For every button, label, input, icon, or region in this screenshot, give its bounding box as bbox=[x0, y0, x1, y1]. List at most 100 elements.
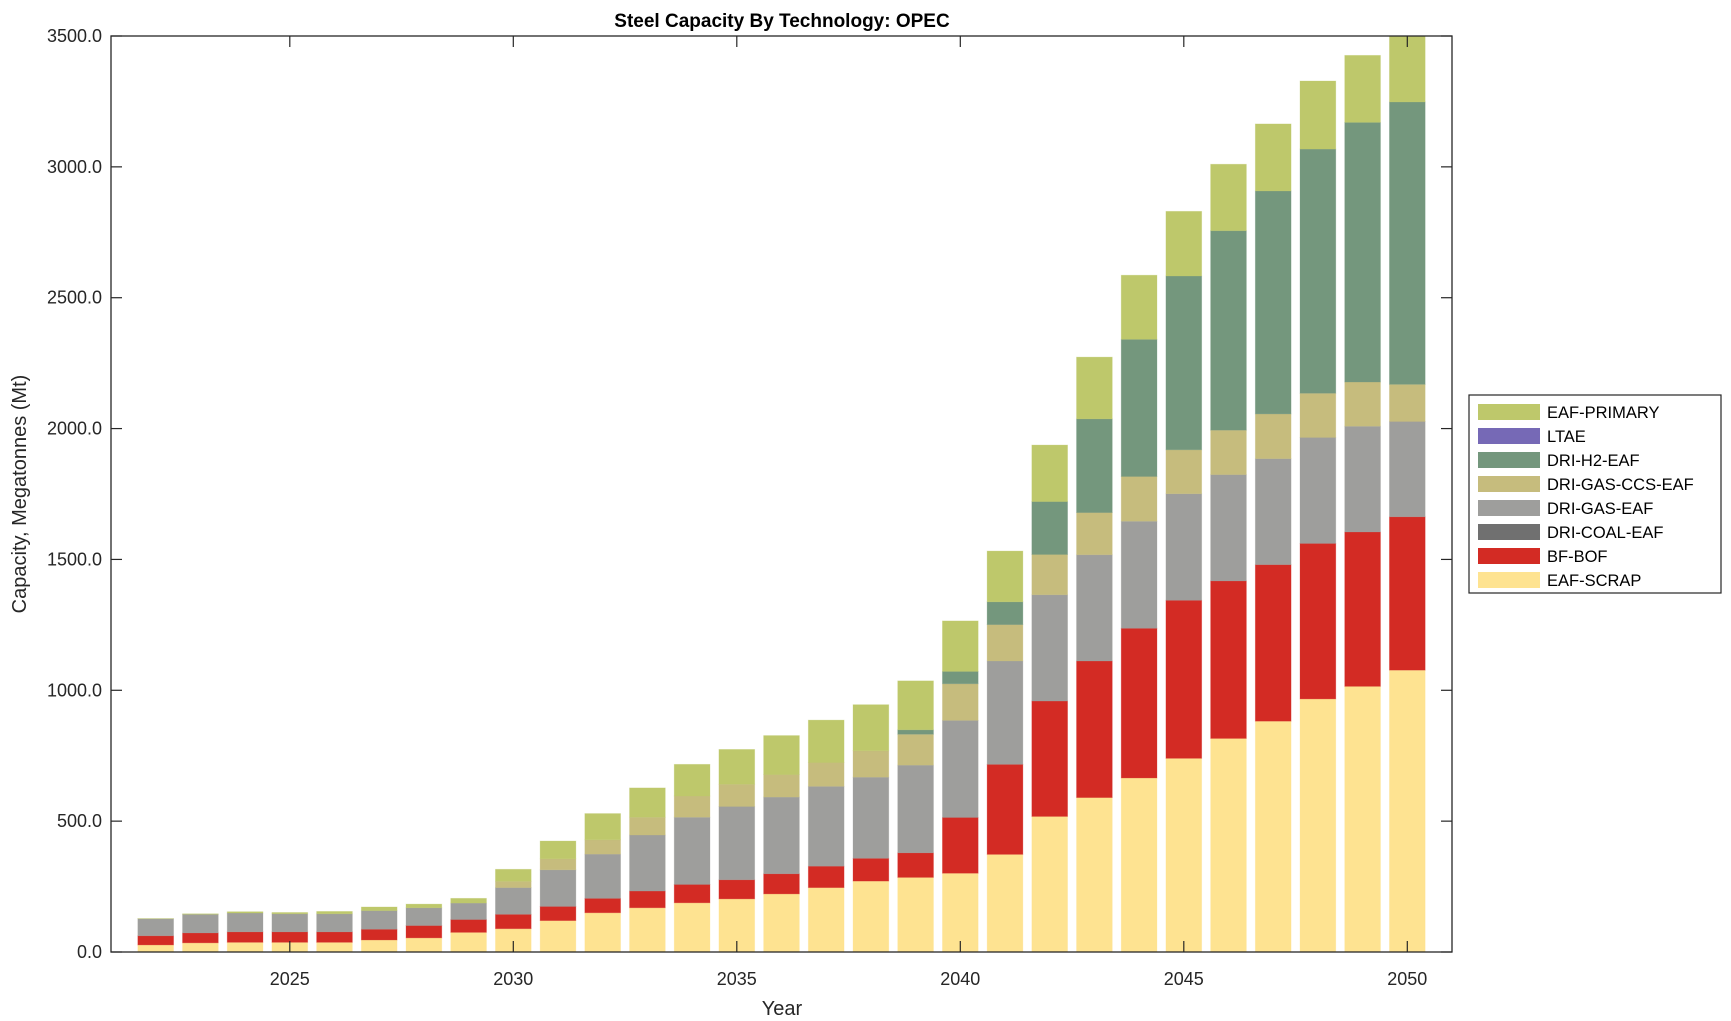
bar-segment-eaf-primary-2039 bbox=[897, 680, 934, 731]
bar-segment-dri-gas-eaf-2025 bbox=[271, 913, 309, 933]
bar-segment-dri-h2-eaf-2040 bbox=[942, 671, 979, 685]
bar-segment-dri-gas-ccs-eaf-2035 bbox=[718, 783, 756, 807]
y-tick-label-3000: 3000.0 bbox=[47, 157, 102, 177]
y-tick-label-2500: 2500.0 bbox=[47, 288, 102, 308]
bar-segment-dri-gas-ccs-eaf-2044 bbox=[1120, 476, 1158, 522]
y-tick-label-3500: 3500.0 bbox=[47, 26, 102, 46]
legend-item-bf-bof: BF-BOF bbox=[1478, 548, 1608, 566]
y-tick-label-0: 0.0 bbox=[77, 942, 102, 962]
bar-segment-bf-bof-2023 bbox=[182, 932, 219, 944]
y-tick-label-2000: 2000.0 bbox=[47, 419, 102, 439]
legend-swatch-dri-coal-eaf bbox=[1478, 524, 1540, 540]
ticks-layer bbox=[111, 35, 1452, 953]
bar-segment-dri-gas-eaf-2029 bbox=[450, 902, 487, 920]
legend-label-bf-bof: BF-BOF bbox=[1547, 548, 1608, 566]
bar-segment-dri-gas-eaf-2048 bbox=[1299, 437, 1337, 544]
legend-swatch-dri-h2-eaf bbox=[1478, 452, 1540, 468]
bar-segment-bf-bof-2037 bbox=[807, 865, 845, 889]
bar-segment-eaf-scrap-2041 bbox=[986, 853, 1024, 952]
bar-segment-eaf-primary-2036 bbox=[763, 735, 800, 775]
bar-segment-eaf-primary-2035 bbox=[718, 749, 756, 785]
bar-segment-bf-bof-2034 bbox=[673, 884, 711, 904]
legend-item-eaf-primary: EAF-PRIMARY bbox=[1478, 404, 1659, 422]
bar-segment-bf-bof-2046 bbox=[1210, 580, 1247, 739]
bar-segment-dri-gas-eaf-2047 bbox=[1254, 458, 1292, 566]
bar-segment-dri-gas-ccs-eaf-2031 bbox=[539, 858, 577, 871]
bar-segment-dri-gas-eaf-2032 bbox=[584, 853, 621, 899]
bar-segment-eaf-scrap-2043 bbox=[1076, 797, 1113, 952]
bar-segment-dri-gas-ccs-eaf-2033 bbox=[629, 816, 666, 836]
legend-label-dri-gas-ccs-eaf: DRI-GAS-CCS-EAF bbox=[1547, 476, 1694, 494]
bar-segment-eaf-primary-2043 bbox=[1076, 356, 1113, 420]
bar-segment-dri-gas-ccs-eaf-2040 bbox=[942, 683, 979, 721]
bar-segment-dri-gas-eaf-2043 bbox=[1076, 554, 1113, 662]
legend: EAF-PRIMARY LTAE DRI-H2-EAF DRI-GAS-CCS-EAF… bbox=[1468, 394, 1722, 594]
bar-segment-eaf-primary-2046 bbox=[1210, 163, 1247, 232]
bar-segment-eaf-primary-2032 bbox=[584, 813, 621, 841]
bar-segment-bf-bof-2036 bbox=[763, 873, 800, 895]
bar-segment-dri-gas-eaf-2045 bbox=[1165, 493, 1203, 601]
bar-segment-eaf-scrap-2034 bbox=[673, 902, 711, 952]
bar-segment-dri-gas-eaf-2022 bbox=[137, 918, 174, 937]
bar-segment-dri-h2-eaf-2044 bbox=[1120, 338, 1158, 477]
bar-segment-eaf-primary-2049 bbox=[1344, 54, 1381, 123]
bar-segment-eaf-scrap-2049 bbox=[1344, 685, 1381, 952]
bar-segment-eaf-scrap-2042 bbox=[1031, 816, 1068, 952]
legend-swatch-eaf-scrap bbox=[1478, 572, 1540, 588]
bar-segment-dri-gas-ccs-eaf-2030 bbox=[495, 880, 532, 889]
bar-segment-bf-bof-2050 bbox=[1389, 516, 1426, 671]
bar-segment-dri-gas-eaf-2046 bbox=[1210, 474, 1247, 582]
bar-segment-eaf-scrap-2026 bbox=[316, 941, 353, 952]
legend-item-dri-h2-eaf: DRI-H2-EAF bbox=[1478, 452, 1640, 470]
chart-title: Steel Capacity By Technology: OPEC bbox=[614, 11, 950, 32]
bar-segment-dri-gas-eaf-2044 bbox=[1120, 520, 1158, 629]
bar-segment-dri-gas-eaf-2026 bbox=[316, 913, 353, 933]
bar-segment-bf-bof-2033 bbox=[629, 890, 666, 909]
bar-segment-dri-gas-ccs-eaf-2048 bbox=[1299, 392, 1337, 438]
bar-segment-dri-gas-ccs-eaf-2038 bbox=[852, 750, 890, 778]
bar-segment-eaf-primary-2041 bbox=[986, 550, 1024, 603]
bar-segment-bf-bof-2047 bbox=[1254, 564, 1292, 722]
legend-swatch-dri-gas-eaf bbox=[1478, 500, 1540, 516]
bar-segment-dri-gas-eaf-2027 bbox=[360, 910, 398, 930]
bar-segment-eaf-scrap-2039 bbox=[897, 877, 934, 952]
bar-segment-dri-gas-eaf-2041 bbox=[986, 660, 1024, 765]
bar-segment-dri-gas-eaf-2049 bbox=[1344, 425, 1381, 533]
bar-segment-eaf-primary-2037 bbox=[807, 719, 845, 763]
bar-segment-eaf-scrap-2022 bbox=[137, 944, 174, 952]
bar-segment-dri-gas-eaf-2023 bbox=[182, 913, 219, 934]
bars-layer bbox=[137, 36, 1426, 952]
legend-item-dri-gas-eaf: DRI-GAS-EAF bbox=[1478, 500, 1653, 518]
bar-segment-bf-bof-2025 bbox=[271, 931, 309, 943]
y-axis-label: Capacity, Megatonnes (Mt) bbox=[9, 375, 31, 614]
x-axis-label: Year bbox=[762, 998, 803, 1020]
bar-segment-dri-h2-eaf-2039 bbox=[897, 729, 934, 735]
bar-segment-eaf-scrap-2032 bbox=[584, 912, 621, 952]
bar-segment-dri-gas-eaf-2037 bbox=[807, 785, 845, 867]
bar-segment-dri-gas-ccs-eaf-2049 bbox=[1344, 381, 1381, 427]
bar-segment-bf-bof-2031 bbox=[539, 906, 577, 921]
bar-segment-dri-h2-eaf-2042 bbox=[1031, 501, 1068, 555]
legend-swatch-dri-gas-ccs-eaf bbox=[1478, 476, 1540, 492]
y-tick-label-1000: 1000.0 bbox=[47, 680, 102, 700]
bar-segment-eaf-scrap-2045 bbox=[1165, 757, 1203, 952]
bar-segment-bf-bof-2028 bbox=[405, 925, 443, 939]
bar-segment-dri-h2-eaf-2050 bbox=[1389, 101, 1426, 385]
bar-segment-dri-h2-eaf-2047 bbox=[1254, 190, 1292, 415]
bar-segment-eaf-scrap-2047 bbox=[1254, 720, 1292, 952]
bar-segment-dri-gas-ccs-eaf-2041 bbox=[986, 624, 1024, 662]
bar-segment-dri-gas-eaf-2036 bbox=[763, 796, 800, 875]
axes-box bbox=[110, 35, 1453, 953]
bar-segment-dri-gas-eaf-2030 bbox=[495, 887, 532, 915]
legend-swatch-ltae bbox=[1478, 428, 1540, 444]
bar-segment-dri-h2-eaf-2045 bbox=[1165, 275, 1203, 451]
legend-item-eaf-scrap: EAF-SCRAP bbox=[1478, 572, 1641, 590]
bar-segment-eaf-scrap-2033 bbox=[629, 907, 666, 952]
y-tick-label-500: 500.0 bbox=[57, 811, 102, 831]
bar-segment-bf-bof-2044 bbox=[1120, 627, 1158, 779]
bar-segment-bf-bof-2032 bbox=[584, 897, 621, 914]
bar-segment-dri-gas-ccs-eaf-2036 bbox=[763, 774, 800, 798]
bar-segment-eaf-primary-2033 bbox=[629, 787, 666, 818]
bar-segment-dri-h2-eaf-2041 bbox=[986, 601, 1024, 626]
